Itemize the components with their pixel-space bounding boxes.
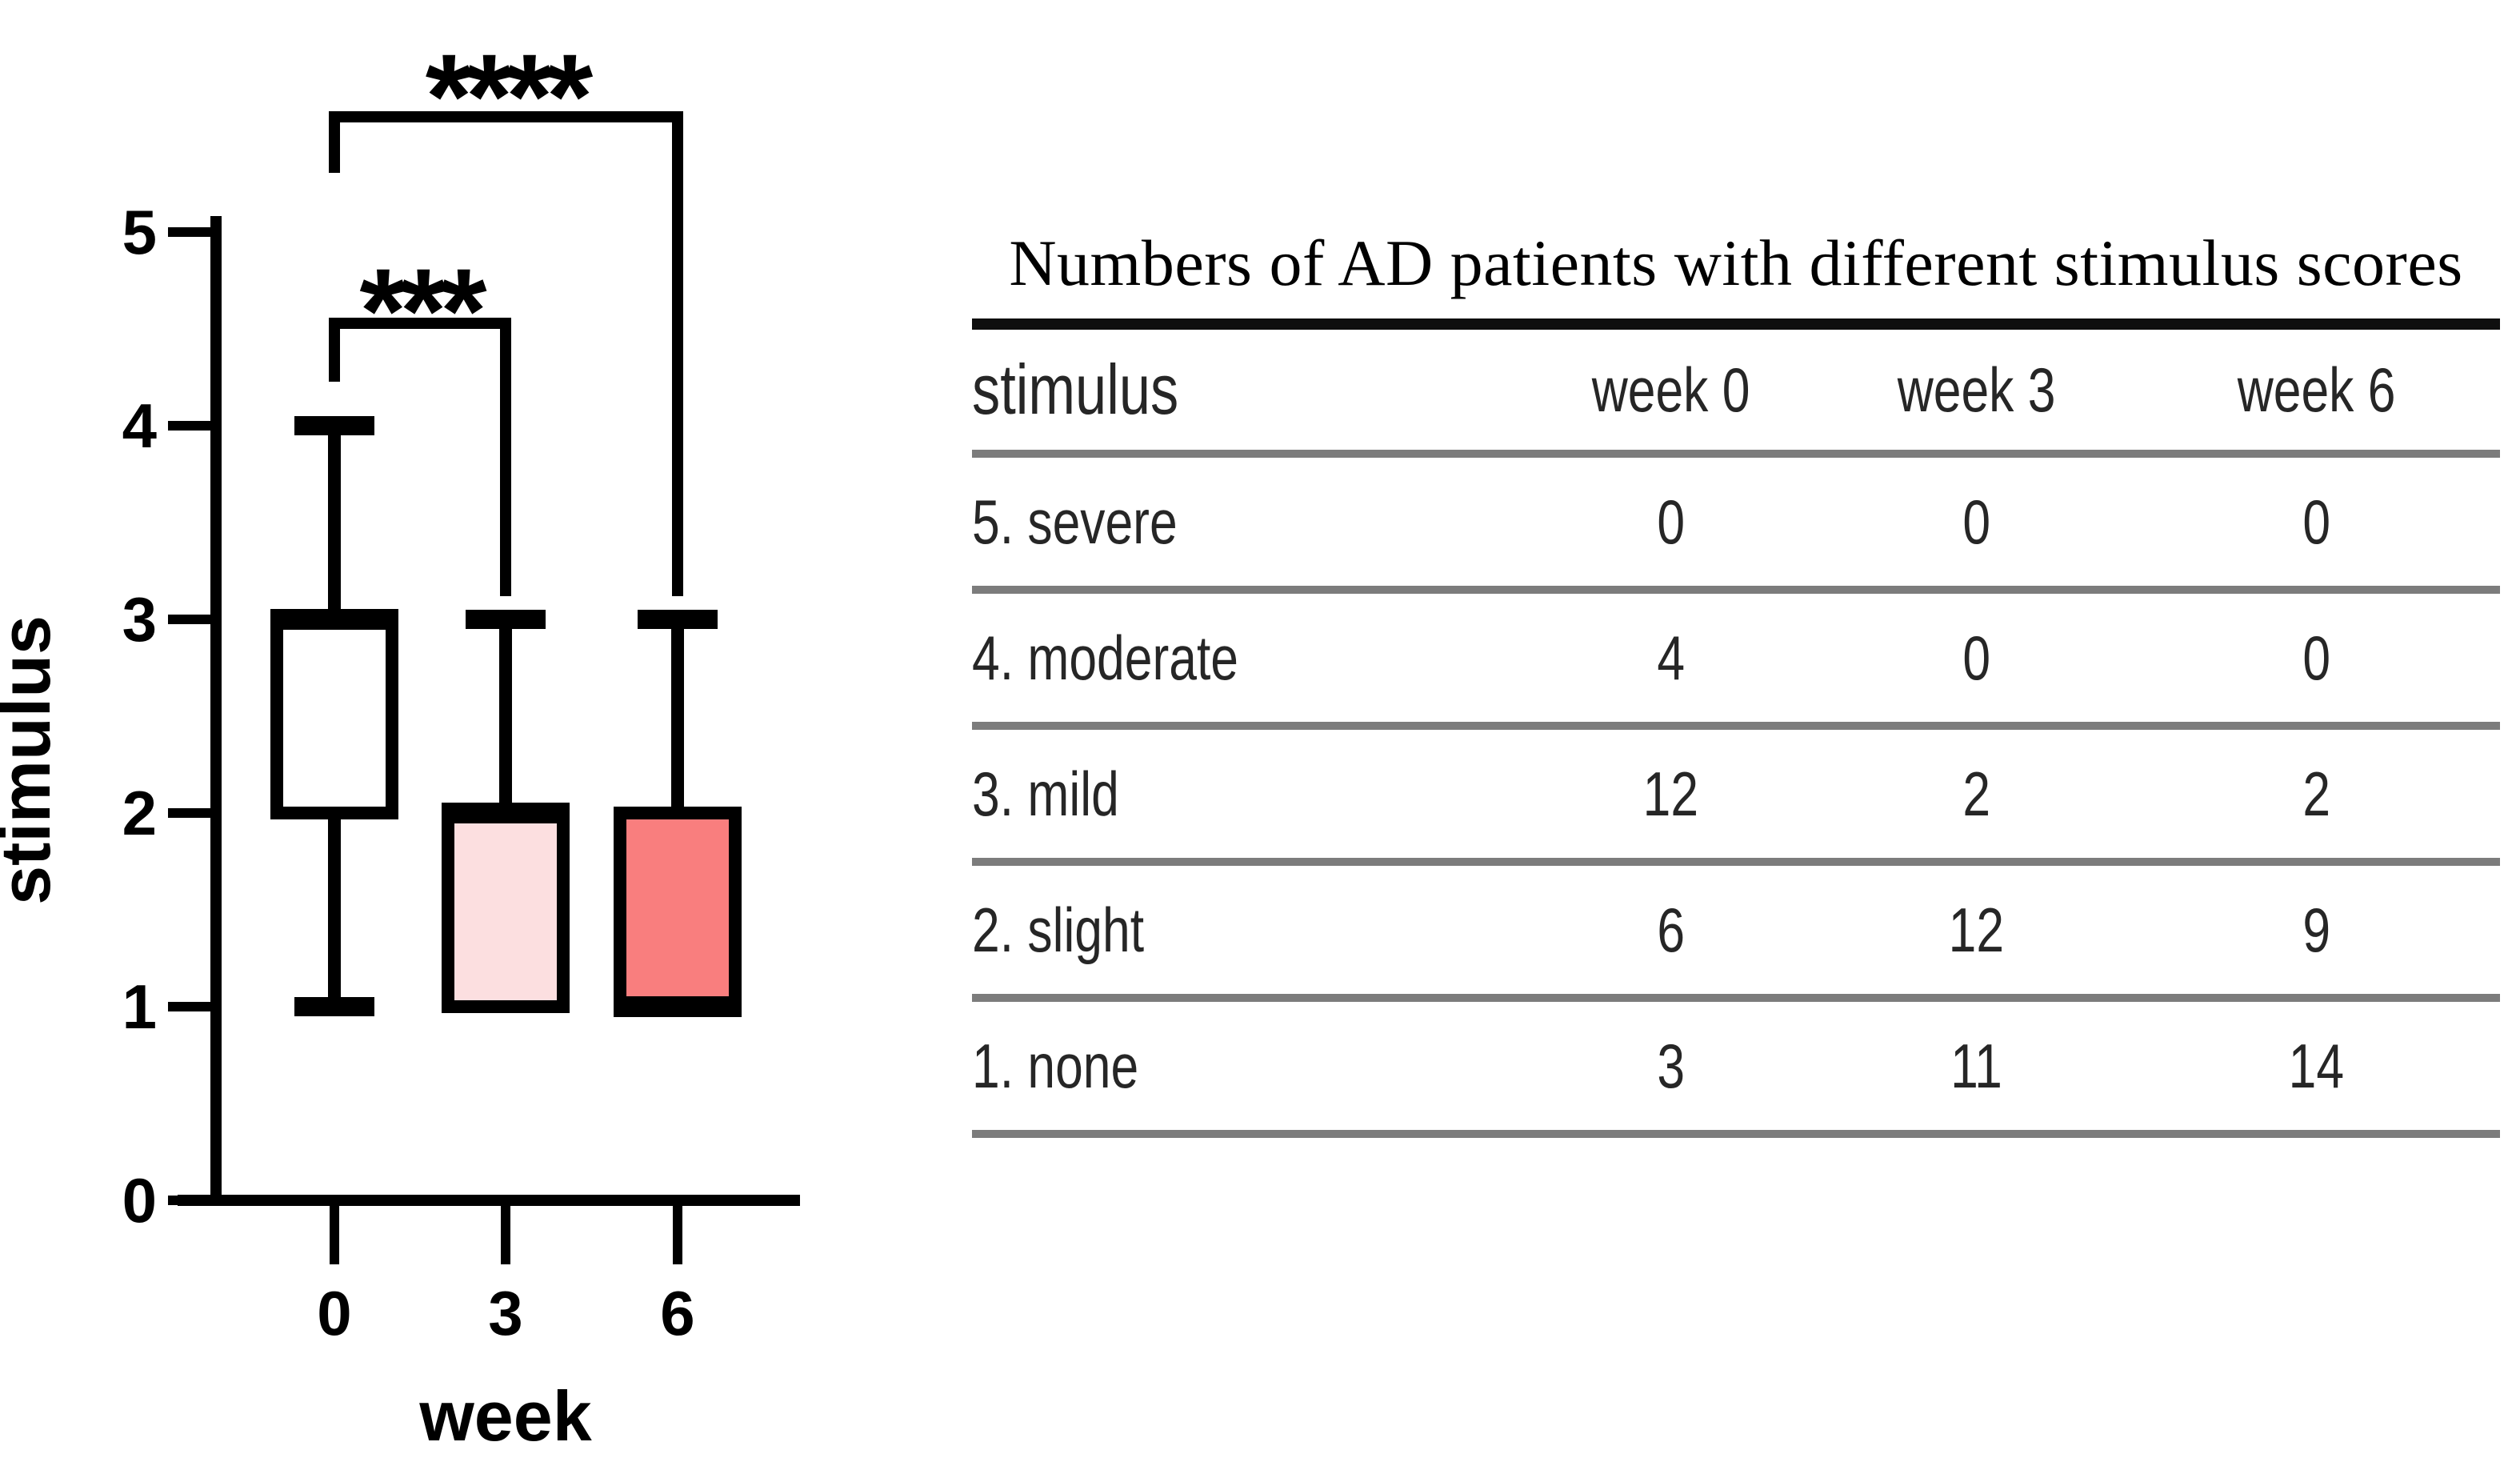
cell-slight-week-0: 6 xyxy=(1522,862,1821,1002)
row-label: 5. severe xyxy=(972,486,1178,557)
sig-bracket-0-6 xyxy=(329,111,683,596)
table-row: 2. slight 6 12 9 xyxy=(972,862,2500,1002)
cell-value: 12 xyxy=(1643,758,1699,829)
cell-none-week-0: 3 xyxy=(1522,998,1821,1138)
y-axis-title: stimulus xyxy=(0,615,65,905)
row-label: 3. mild xyxy=(972,758,1119,829)
box-week-0 xyxy=(270,613,398,819)
col-header-week-3: week 3 xyxy=(1820,318,2134,458)
cell-mild-week-3: 2 xyxy=(1820,726,2134,866)
cell-value: 0 xyxy=(2302,486,2331,557)
cell-value: 11 xyxy=(1950,1030,2003,1101)
cell-none-week-3: 11 xyxy=(1820,998,2134,1138)
col-header-week-6: week 6 xyxy=(2133,318,2500,458)
sig-stars-0-6: **** xyxy=(426,29,594,163)
row-label: 4. moderate xyxy=(972,622,1238,693)
cell-value: 3 xyxy=(1657,1030,1686,1101)
y-tick-label-0: 0 xyxy=(122,1165,157,1236)
cell-moderate-week-6: 0 xyxy=(2133,590,2500,730)
y-tick-label-3: 3 xyxy=(122,584,157,655)
table-row: 1. none 3 11 14 xyxy=(972,998,2500,1138)
sig-stars-0-3: *** xyxy=(359,243,487,378)
row-none-label-cell: 1. none xyxy=(972,998,1522,1138)
summary-table-panel: Numbers of AD patients with different st… xyxy=(972,226,2500,1138)
x-tick-label-3: 3 xyxy=(488,1278,522,1348)
cell-moderate-week-3: 0 xyxy=(1820,590,2134,730)
row-label: 1. none xyxy=(972,1030,1139,1101)
table-row: 3. mild 12 2 2 xyxy=(972,726,2500,866)
cell-value: 14 xyxy=(2289,1030,2345,1101)
cell-severe-week-6: 0 xyxy=(2133,454,2500,594)
box-week-6 xyxy=(614,807,742,1013)
col-header-week-6-label: week 6 xyxy=(2237,354,2396,425)
table-row: 4. moderate 4 0 0 xyxy=(972,590,2500,730)
col-header-week-0: week 0 xyxy=(1522,318,1821,458)
cell-value: 12 xyxy=(1949,894,2005,965)
row-label: 2. slight xyxy=(972,894,1145,965)
sig-bracket-0-3 xyxy=(329,318,511,596)
col-header-week-0-label: week 0 xyxy=(1591,354,1750,425)
cell-slight-week-3: 12 xyxy=(1820,862,2134,1002)
cell-mild-week-6: 2 xyxy=(2133,726,2500,866)
cell-severe-week-0: 0 xyxy=(1522,454,1821,594)
col-header-week-3-label: week 3 xyxy=(1897,354,2056,425)
x-tick-label-0: 0 xyxy=(317,1278,351,1348)
cell-value: 0 xyxy=(1657,486,1686,557)
x-axis-title: week xyxy=(418,1376,592,1456)
cell-value: 0 xyxy=(1962,622,1991,693)
table-title: Numbers of AD patients with different st… xyxy=(1009,226,2463,299)
col-header-stimulus-label: stimulus xyxy=(972,350,1179,429)
header-row: stimulus week 0 week 3 week 6 xyxy=(972,318,2500,458)
cell-value: 2 xyxy=(1962,758,1991,829)
cell-value: 2 xyxy=(2302,758,2331,829)
cell-value: 0 xyxy=(2302,622,2331,693)
cell-severe-week-3: 0 xyxy=(1820,454,2134,594)
table-row: 5. severe 0 0 0 xyxy=(972,454,2500,594)
patients-table: stimulus week 0 week 3 week 6 5. severe … xyxy=(972,318,2500,1138)
cell-slight-week-6: 9 xyxy=(2133,862,2500,1002)
cell-mild-week-0: 12 xyxy=(1522,726,1821,866)
row-severe-label-cell: 5. severe xyxy=(972,454,1522,594)
x-tick-label-6: 6 xyxy=(660,1278,694,1348)
cell-value: 4 xyxy=(1657,622,1686,693)
col-header-stimulus: stimulus xyxy=(972,318,1522,458)
row-mild-label-cell: 3. mild xyxy=(972,726,1522,866)
y-tick-label-4: 4 xyxy=(122,391,157,461)
cell-value: 9 xyxy=(2302,894,2331,965)
row-slight-label-cell: 2. slight xyxy=(972,862,1522,1002)
box-week-3 xyxy=(442,807,570,1013)
row-moderate-label-cell: 4. moderate xyxy=(972,590,1522,730)
y-tick-label-5: 5 xyxy=(122,197,157,267)
cell-moderate-week-0: 4 xyxy=(1522,590,1821,730)
y-tick-label-2: 2 xyxy=(122,778,157,848)
cell-value: 6 xyxy=(1657,894,1686,965)
cell-value: 0 xyxy=(1962,486,1991,557)
cell-none-week-6: 14 xyxy=(2133,998,2500,1138)
y-tick-label-1: 1 xyxy=(122,971,157,1042)
